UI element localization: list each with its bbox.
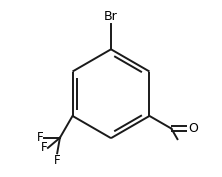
Text: F: F	[54, 154, 60, 167]
Text: F: F	[37, 131, 43, 144]
Text: O: O	[188, 122, 198, 135]
Text: Br: Br	[104, 10, 118, 23]
Text: F: F	[40, 141, 47, 154]
